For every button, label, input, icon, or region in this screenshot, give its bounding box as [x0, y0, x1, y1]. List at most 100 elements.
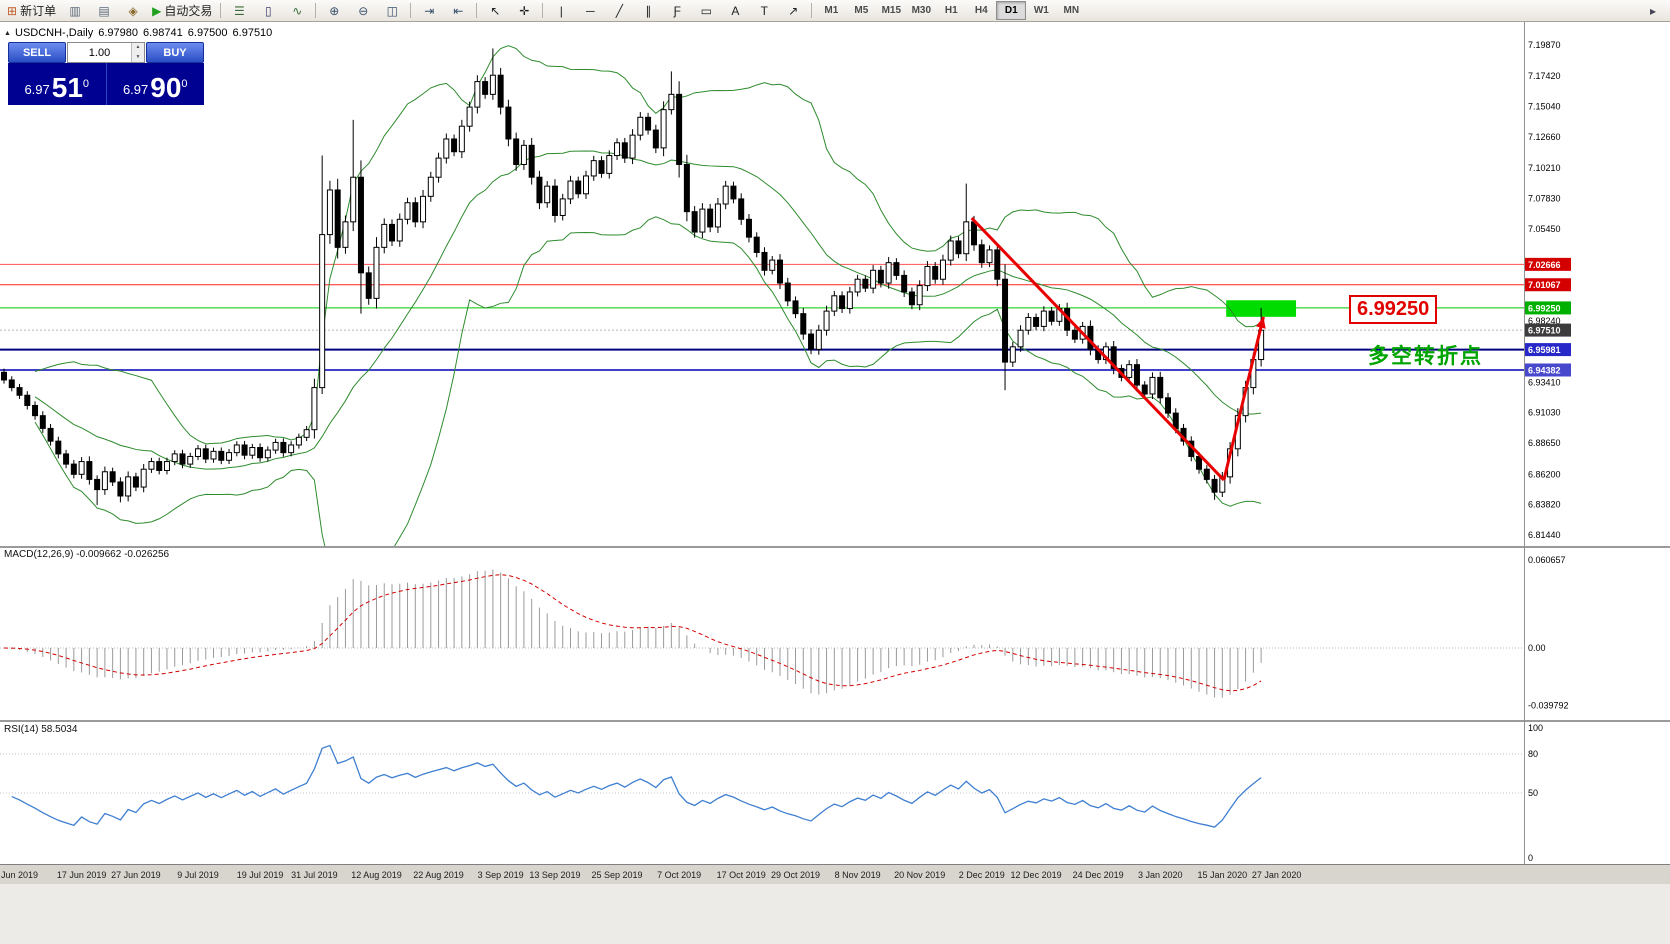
svg-text:7.02666: 7.02666 — [1528, 260, 1561, 270]
zoom-out-icon[interactable]: ⊖ — [349, 0, 377, 21]
market-watch-icon[interactable]: ▥ — [61, 0, 89, 21]
horizontal-line-objects[interactable] — [0, 263, 1524, 371]
auto-trading-button[interactable]: ▶ 自动交易 — [148, 0, 216, 21]
fibonacci-icon-glyph: Ƒ — [673, 3, 681, 18]
svg-text:80: 80 — [1528, 749, 1538, 759]
one-click-collapse-icon[interactable]: ▲ — [4, 30, 11, 37]
volume-increase-icon[interactable]: ▲ — [132, 43, 144, 53]
timeframe-mn[interactable]: MN — [1063, 5, 1080, 16]
auto-scroll-icon-glyph: ⇥ — [424, 3, 435, 18]
price-axis[interactable]: 7.19870 7.17420 7.15040 7.12660 7.10210 7.078… — [1525, 40, 1571, 863]
auto-scroll-icon[interactable]: ⇥ — [415, 0, 443, 21]
svg-text:3 Jan 2020: 3 Jan 2020 — [1138, 870, 1183, 880]
timeframe-w1[interactable]: W1 — [1033, 5, 1049, 16]
svg-text:6.81440: 6.81440 — [1528, 530, 1561, 540]
toolbar: ⊞ 新订单 ▥ ▤ ◈ ▶ 自动交易 ☰ ▯ ∿ ⊕ ⊖ ◫ ⇥ ⇤ ↖ ✛ | ─ ╱ ∥ Ƒ ▭ A T ↗ M1 M5 M15 M… — [0, 0, 1670, 22]
buy-price[interactable]: 6.97 90 0 — [107, 63, 205, 105]
bar-chart-icon[interactable]: ☰ — [225, 0, 253, 21]
trendline-icon[interactable]: ╱ — [605, 0, 633, 21]
data-window-icon[interactable]: ▤ — [90, 0, 118, 21]
auto-trading-button-label: 自动交易 — [164, 3, 213, 18]
timeframe-m1[interactable]: M1 — [824, 5, 839, 16]
svg-text:31 Jul 2019: 31 Jul 2019 — [291, 870, 338, 880]
zoom-in-icon-glyph: ⊕ — [329, 3, 340, 18]
navigator-icon[interactable]: ◈ — [119, 0, 147, 21]
auto-trading-glyph: ▶ — [152, 3, 162, 18]
buy-price-main: 6.97 — [122, 82, 149, 97]
ohlc-open: 6.97980 — [98, 27, 138, 39]
svg-text:6.83820: 6.83820 — [1528, 500, 1561, 510]
price-badge — [1525, 257, 1571, 271]
line-chart-icon[interactable]: ∿ — [283, 0, 311, 21]
data-window-icon-glyph: ▤ — [98, 3, 110, 18]
sell-price-main: 6.97 — [24, 82, 50, 97]
chart-shift-icon[interactable]: ⇤ — [444, 0, 472, 21]
svg-text:13 Sep 2019: 13 Sep 2019 — [529, 870, 580, 880]
equidistant-channel-icon[interactable]: ∥ — [634, 0, 662, 21]
svg-text:0.00: 0.00 — [1528, 643, 1546, 653]
cursor-icon[interactable]: ↖ — [481, 0, 509, 21]
svg-text:6.95981: 6.95981 — [1528, 345, 1561, 355]
svg-text:7.10210: 7.10210 — [1528, 163, 1561, 173]
turning-point-annotation[interactable]: 多空转折点 — [1368, 345, 1483, 368]
svg-text:0.060657: 0.060657 — [1528, 555, 1566, 565]
price-badge — [1525, 301, 1571, 315]
vertical-line-icon[interactable]: | — [547, 0, 575, 21]
svg-text:12 Aug 2019: 12 Aug 2019 — [351, 870, 402, 880]
timeframe-h4[interactable]: H4 — [974, 5, 988, 16]
buy-button[interactable]: BUY — [146, 42, 204, 63]
trend-line-objects[interactable] — [970, 216, 1266, 482]
shapes-icon[interactable]: ▭ — [692, 0, 720, 21]
fibonacci-icon[interactable]: Ƒ — [663, 0, 691, 21]
price-badge — [1525, 323, 1571, 337]
timeframe-m5[interactable]: M5 — [854, 5, 869, 16]
svg-text:6.97510: 6.97510 — [1528, 326, 1561, 336]
timeframe-d1[interactable]: D1 — [996, 1, 1027, 20]
bollinger-bands — [34, 45, 1262, 546]
new-order-glyph: ⊞ — [7, 3, 18, 18]
timeframe-m15[interactable]: M15 — [881, 5, 902, 16]
crosshair-icon-glyph: ✛ — [519, 3, 530, 18]
candlestick-chart-icon[interactable]: ▯ — [254, 0, 282, 21]
sell-price[interactable]: 6.97 51 0 — [8, 63, 107, 105]
arrow-object-icon[interactable]: ↗ — [779, 0, 807, 21]
navigator-icon-glyph: ◈ — [128, 3, 138, 18]
buy-price-sup: 0 — [181, 78, 188, 90]
macd-indicator-label: MACD(12,26,9) -0.009662 -0.026256 — [4, 549, 170, 560]
line-chart-icon-glyph: ∿ — [292, 3, 303, 18]
zoom-in-icon[interactable]: ⊕ — [320, 0, 348, 21]
crosshair-icon[interactable]: ✛ — [510, 0, 538, 21]
price-badge — [1525, 363, 1571, 377]
timeframe-m30[interactable]: M30 — [911, 5, 932, 16]
price-badge — [1525, 278, 1571, 292]
candlestick-chart-icon-glyph: ▯ — [265, 3, 272, 18]
tile-windows-icon[interactable]: ◫ — [378, 0, 406, 21]
svg-text:9 Jul 2019: 9 Jul 2019 — [177, 870, 219, 880]
svg-text:15 Jan 2020: 15 Jan 2020 — [1198, 870, 1248, 880]
time-axis[interactable]: Jun 2019 17 Jun 2019 27 Jun 2019 9 Jul 2019… — [1, 870, 1301, 880]
svg-text:6.86200: 6.86200 — [1528, 469, 1561, 479]
sell-button[interactable]: SELL — [8, 42, 66, 63]
horizontal-line-icon[interactable]: ─ — [576, 0, 604, 21]
horizontal-line-icon-glyph: ─ — [586, 3, 595, 18]
timeframe-h1[interactable]: H1 — [944, 5, 958, 16]
svg-text:7.12660: 7.12660 — [1528, 132, 1561, 142]
svg-text:6.91030: 6.91030 — [1528, 408, 1561, 418]
chart-title: USDCNH-,Daily 6.97980 6.98741 6.97500 6.9751… — [15, 27, 277, 39]
trendline-icon-glyph: ╱ — [615, 3, 623, 18]
vertical-line-icon-glyph: | — [559, 3, 563, 18]
text-icon[interactable]: A — [721, 0, 749, 21]
price-level-annotation[interactable]: 6.99250 — [1349, 295, 1438, 324]
text-label-icon[interactable]: T — [750, 0, 778, 21]
main-chart-layer — [0, 45, 1524, 546]
volume-decrease-icon[interactable]: ▼ — [132, 52, 144, 62]
cursor-icon-glyph: ↖ — [490, 3, 501, 18]
rsi-layer — [0, 744, 1524, 828]
svg-text:Jun 2019: Jun 2019 — [1, 870, 38, 880]
toolbar-separator — [220, 3, 222, 18]
toolbar-more-icon[interactable]: ▸ — [1649, 3, 1657, 18]
new-order-button[interactable]: ⊞ 新订单 — [3, 0, 60, 21]
volume-input[interactable] — [68, 43, 131, 62]
volume-box: ▲ ▼ — [67, 42, 145, 63]
